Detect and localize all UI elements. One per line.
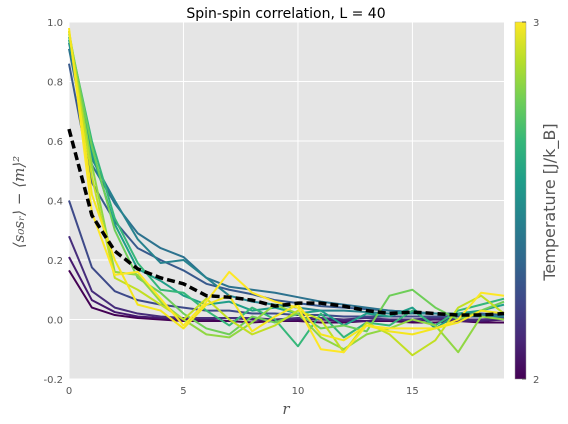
y-tick-label: 1.0 [47, 18, 63, 29]
series-line [68, 30, 505, 342]
x-tick-label: 10 [292, 386, 305, 397]
x-tick-label: 5 [180, 386, 186, 397]
mean-line [67, 128, 505, 317]
y-tick-label: 0.2 [47, 256, 63, 267]
x-axis-label: r [282, 400, 290, 418]
y-tick-label: -0.2 [43, 375, 63, 386]
x-tick-label: 15 [406, 386, 419, 397]
x-ticks: 0 5 10 15 [66, 386, 419, 397]
y-tick-label: 0.4 [47, 197, 63, 208]
series-line [68, 36, 505, 348]
chart-title: Spin-spin correlation, L = 40 [186, 6, 385, 22]
colorbar-tick-label: 2 [533, 375, 539, 386]
series-line [68, 30, 505, 354]
grid [68, 21, 504, 380]
y-ticks: -0.2 0.0 0.2 0.4 0.6 0.8 1.0 [43, 18, 63, 386]
x-tick-label: 0 [66, 386, 72, 397]
colorbar-tick-label: 3 [533, 18, 539, 29]
series-line [68, 200, 504, 318]
series-lines [67, 27, 505, 357]
colorbar [514, 21, 527, 380]
y-axis-label: ⟨s₀sᵣ⟩ − ⟨m⟩² [10, 156, 28, 248]
y-tick-label: 0.0 [47, 316, 63, 327]
colorbar-label: Temperature [J/k_B] [540, 123, 560, 281]
y-tick-label: 0.6 [47, 137, 63, 148]
y-tick-label: 0.8 [47, 78, 63, 89]
series-line [68, 30, 505, 357]
series-line [68, 256, 505, 322]
